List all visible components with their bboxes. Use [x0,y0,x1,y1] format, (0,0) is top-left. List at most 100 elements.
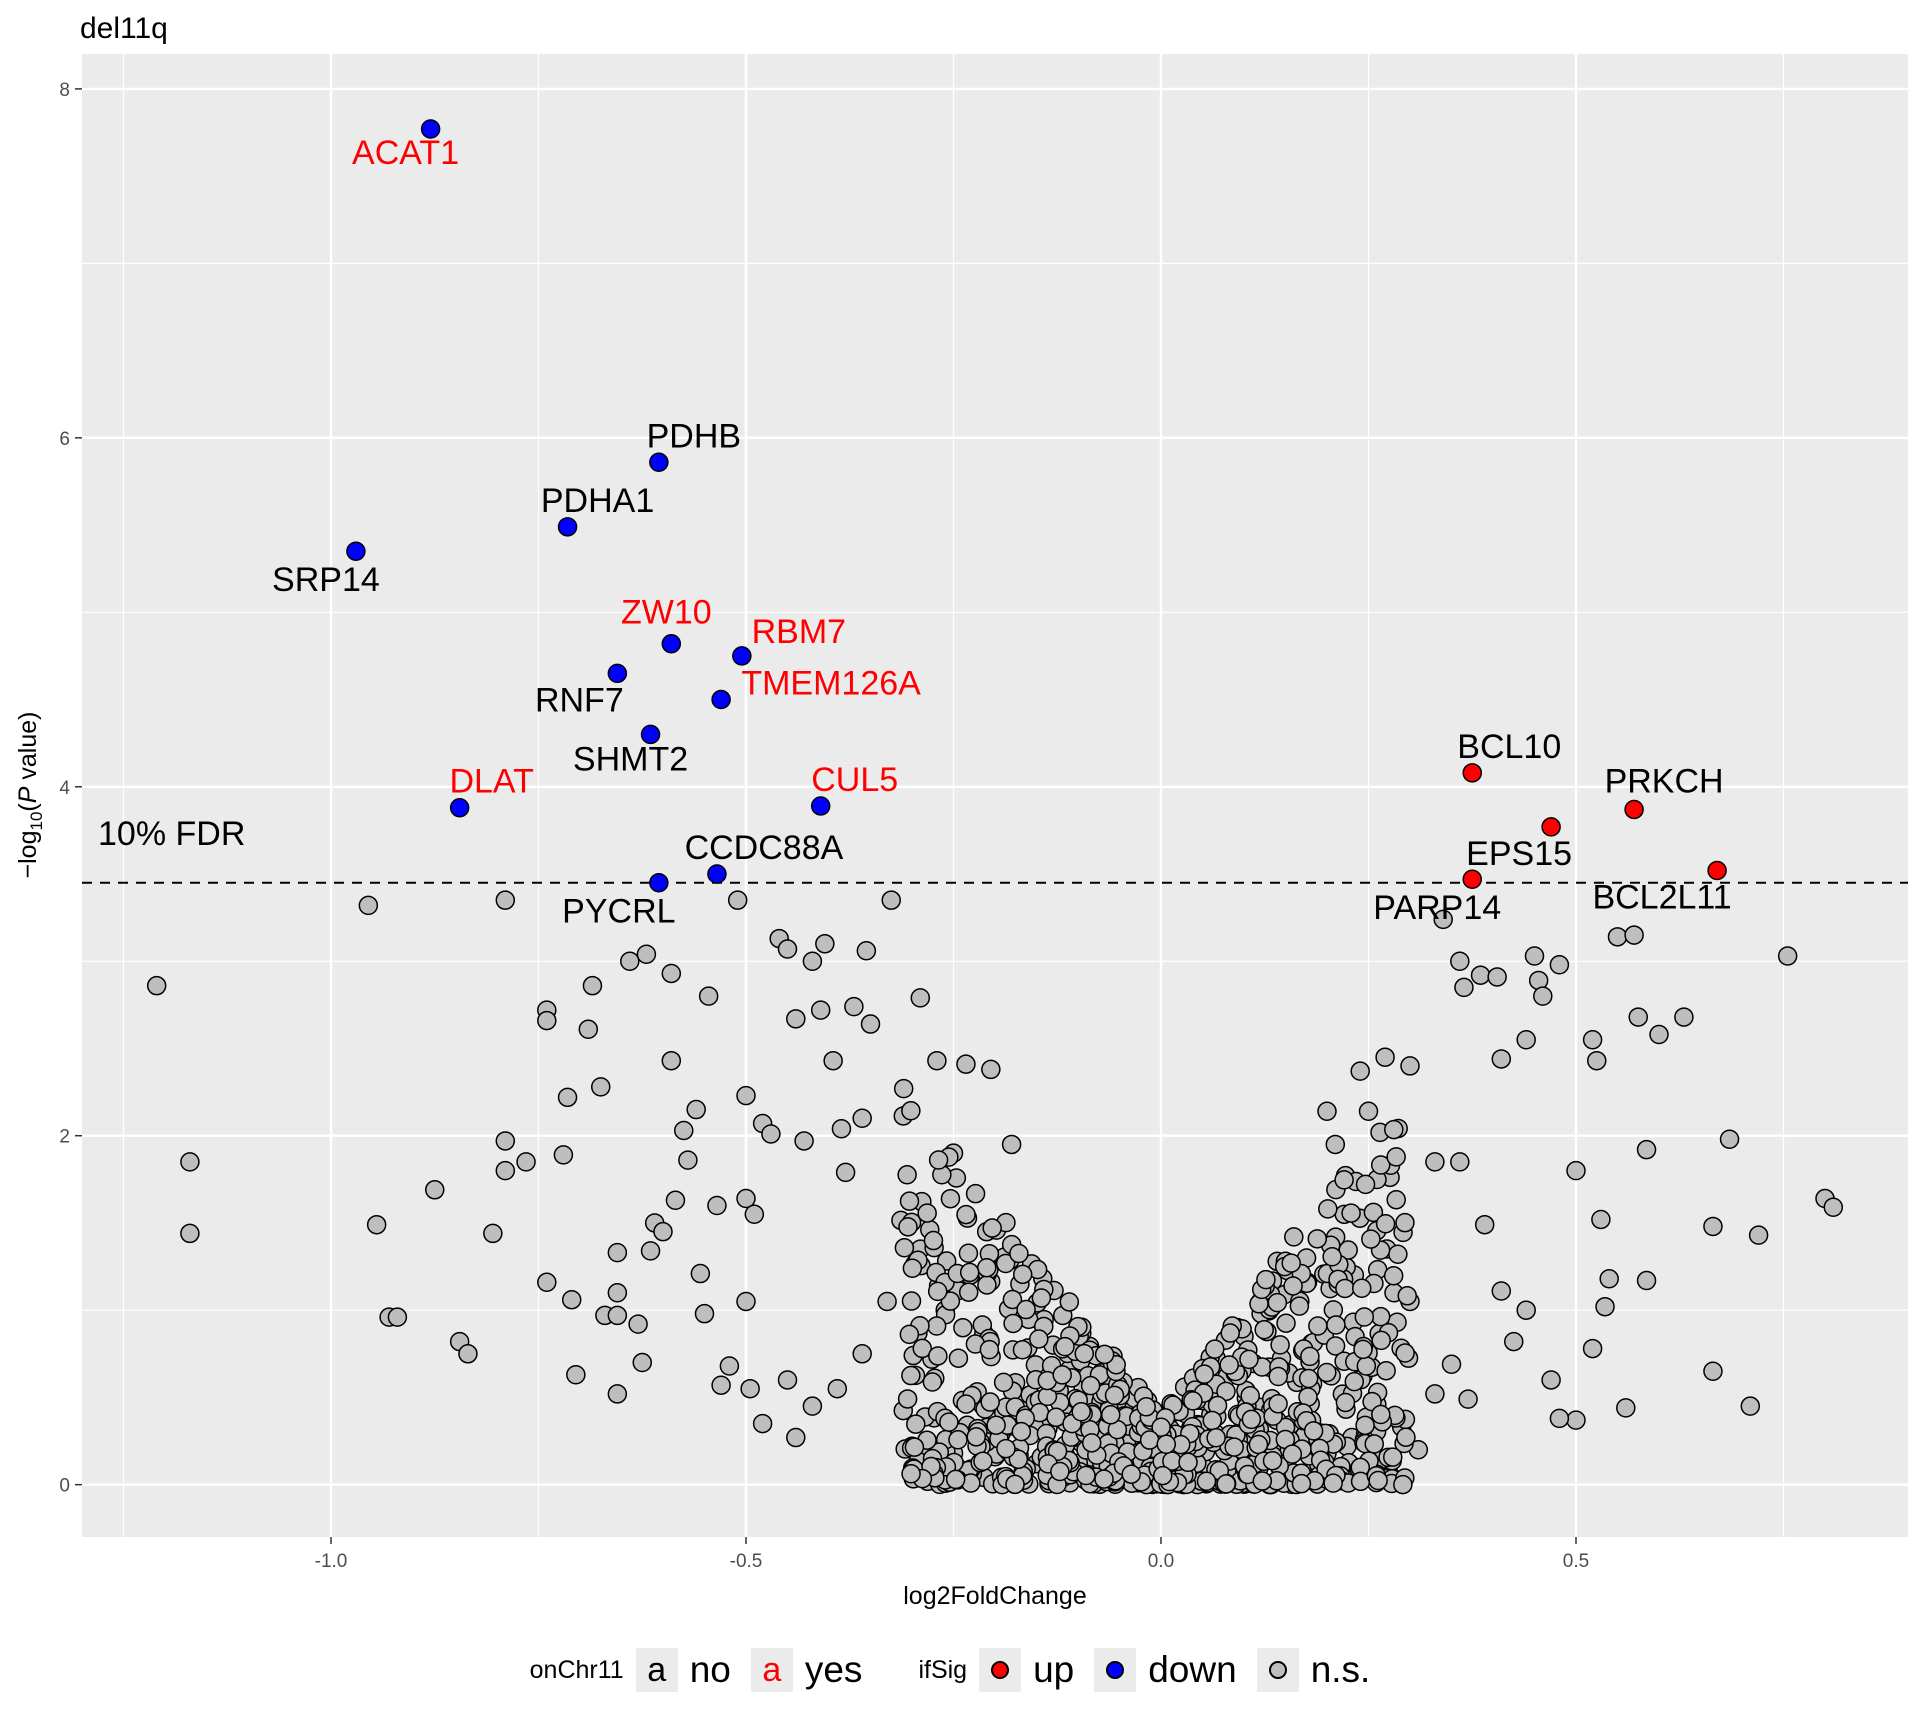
ns-point [948,1430,968,1450]
nonsignificant-points [146,890,1844,1495]
gene-label-bcl2l11: BCL2L11 [1592,879,1731,917]
ns-point [956,1054,976,1074]
ns-point [1425,1384,1445,1404]
y-axis-title-suffix: value) [14,712,42,787]
ns-point [922,1372,943,1392]
ns-point [1777,946,1798,966]
ns-point [1308,1316,1328,1336]
ns-point [727,890,748,910]
ns-point [831,1118,852,1139]
ns-point [1386,1147,1406,1167]
ns-point [1386,1189,1406,1210]
ns-point [495,890,516,910]
ns-point [607,1242,628,1263]
ns-point [740,1378,760,1399]
ns-point [591,1077,611,1097]
x-tick-label: -0.5 [730,1551,763,1572]
ns-point [973,1451,993,1472]
ns-point [1300,1346,1320,1367]
ns-point [1363,1202,1384,1223]
sig-point-dlat [449,797,470,818]
y-axis-title: −log10(P value) [14,712,46,879]
gene-label-dlat: DLAT [449,763,533,801]
ns-point [1504,1331,1524,1352]
legend-key-up [979,1648,1022,1692]
ns-point [1076,1465,1096,1486]
gene-label-srp14: SRP14 [272,561,380,599]
ns-point [856,941,877,961]
legend-key-glyph-no: a [647,1650,667,1689]
ns-point [1470,965,1491,985]
ns-point [698,986,719,1006]
sig-point-bcl2l11 [1707,860,1727,881]
ns-point [1322,1246,1342,1267]
ns-point [607,1305,628,1326]
ns-point [1216,1474,1236,1494]
ns-point [1136,1397,1156,1417]
ns-point [640,1241,661,1261]
ns-point [1002,1289,1023,1310]
ns-point [458,1344,478,1364]
legend-dot-down [1106,1661,1125,1679]
ns-point [810,1000,831,1020]
ns-point [1307,1229,1328,1249]
ns-point [1291,1473,1312,1494]
ns-point [1350,1061,1370,1081]
ns-point [993,1372,1014,1393]
ns-point [1094,1469,1114,1489]
ns-point [926,1316,947,1336]
ns-point [1055,1336,1075,1357]
ns-point [996,1438,1016,1459]
ns-point [1059,1292,1080,1312]
ns-point [628,1314,648,1334]
y-axis-title-p: P [14,786,42,803]
sig-point-acat1 [420,119,441,139]
ns-point [1248,1434,1269,1455]
ns-point [1587,1050,1607,1071]
ns-point [674,1120,694,1141]
sig-point-zw10 [661,633,682,654]
ns-point [1224,1437,1244,1457]
gene-label-prkch: PRKCH [1605,762,1724,800]
ns-point [923,1230,944,1251]
ns-point [823,1050,843,1071]
ns-point [904,1437,925,1457]
ns-point [815,934,835,954]
ns-point [694,1303,715,1324]
chart-title: del11q [80,12,168,45]
ns-point [358,895,379,916]
ns-point [620,951,640,971]
ns-point [948,1348,969,1368]
ns-point [1358,1101,1379,1122]
ns-point [852,1344,872,1364]
significant-points [346,119,1727,893]
ns-point [1591,1209,1611,1230]
ns-point [744,1204,765,1224]
ns-point [1703,1361,1723,1382]
ns-point [939,1412,959,1432]
legend: onChr11 a no a yes ifSig up down n.s. [0,1648,1920,1692]
ns-point [899,1191,920,1211]
sig-point-rbm7 [732,646,752,666]
ns-point [1052,1365,1072,1385]
ns-point [1353,1339,1373,1360]
ns-point [1029,1329,1049,1349]
ns-point [1361,1229,1381,1249]
ns-point [1152,1465,1173,1486]
ns-point [1001,1134,1022,1155]
ns-point [537,1010,557,1031]
ns-point [661,1050,682,1071]
ns-point [1355,1415,1375,1436]
ns-point [1624,925,1644,945]
ns-point [1298,1368,1319,1389]
ns-point [1566,1410,1586,1430]
sig-point-bcl10 [1462,763,1482,783]
ns-point [1220,1323,1240,1343]
ns-point [495,1131,516,1151]
ns-point [566,1364,586,1385]
ns-point [1009,1243,1029,1264]
ns-point [1395,1343,1415,1363]
x-axis-ticks: -1.0 -0.5 0.0 0.5 [315,1537,1589,1572]
ns-point [1524,946,1545,966]
ns-point [1254,1319,1274,1340]
